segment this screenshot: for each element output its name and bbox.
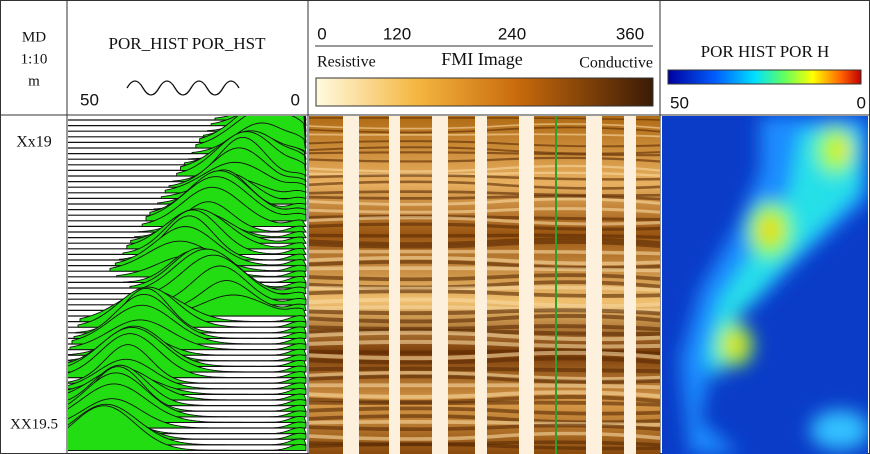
- streak: [308, 164, 661, 173]
- streak: [308, 374, 661, 384]
- track-title: POR_HIST POR_HST: [109, 34, 267, 53]
- streak: [308, 240, 661, 249]
- streak: [308, 285, 661, 292]
- scale-label: 50: [670, 93, 689, 112]
- streak: [308, 356, 661, 365]
- depth-header: 1:10: [21, 51, 48, 67]
- scale-label: 0: [317, 24, 326, 43]
- streak: [308, 156, 661, 163]
- streak: [308, 194, 661, 201]
- porosity-histogram: [68, 116, 307, 451]
- streak: [308, 259, 661, 270]
- scale-label: 50: [80, 90, 99, 109]
- streak: [308, 324, 661, 332]
- streak: [308, 233, 661, 240]
- streak: [308, 197, 661, 206]
- right-label: Conductive: [579, 55, 653, 72]
- streak: [308, 255, 661, 266]
- streak: [308, 237, 661, 246]
- scale-label: 240: [498, 24, 526, 43]
- streak: [308, 133, 661, 138]
- scale-label: 120: [383, 24, 411, 43]
- streak: [308, 297, 661, 308]
- depth-header: m: [28, 73, 40, 89]
- color-bar: [315, 77, 654, 107]
- streak: [308, 330, 661, 342]
- color-bar: [667, 69, 862, 85]
- scale-label: 0: [857, 93, 866, 112]
- fmi-image: [308, 116, 661, 454]
- streak: [308, 328, 661, 336]
- streak: [308, 180, 661, 190]
- porosity-map: [662, 116, 868, 454]
- depth-header: MD: [22, 29, 46, 45]
- streak: [308, 350, 661, 361]
- fmi-texture: [308, 117, 661, 451]
- streak: [308, 423, 661, 432]
- scale-label: 0: [291, 90, 300, 109]
- streak: [308, 123, 661, 130]
- wave-icon: [126, 80, 240, 96]
- left-label: Resistive: [317, 54, 376, 71]
- streak: [308, 174, 661, 181]
- streak: [308, 420, 661, 427]
- streak: [308, 400, 661, 407]
- streak: [308, 442, 661, 451]
- streak: [308, 249, 661, 256]
- streak: [309, 117, 661, 121]
- streak: [308, 151, 661, 157]
- streak: [308, 313, 661, 324]
- streak: [308, 140, 661, 148]
- streak: [308, 308, 661, 316]
- streak: [308, 406, 661, 416]
- streak: [308, 273, 661, 282]
- depth-label: Xx19: [16, 134, 52, 151]
- pad-gaps: [343, 116, 636, 454]
- streak: [308, 216, 661, 226]
- streak: [308, 370, 661, 382]
- track-title: POR HIST POR H: [701, 42, 830, 61]
- streak: [308, 126, 661, 134]
- streak: [308, 339, 661, 349]
- streak: [308, 414, 661, 425]
- streak: [308, 390, 661, 399]
- depth-label: XX19.5: [10, 416, 58, 432]
- streak: [308, 207, 661, 214]
- scale-label: 360: [616, 24, 644, 43]
- streak: [308, 222, 661, 231]
- streak: [308, 366, 661, 374]
- streak: [308, 289, 661, 298]
- track-title: FMI Image: [441, 49, 522, 69]
- streak: [308, 431, 661, 441]
- streak: [308, 383, 661, 390]
- streak: [308, 266, 661, 273]
- streak: [308, 146, 661, 155]
- histogram: [68, 405, 307, 451]
